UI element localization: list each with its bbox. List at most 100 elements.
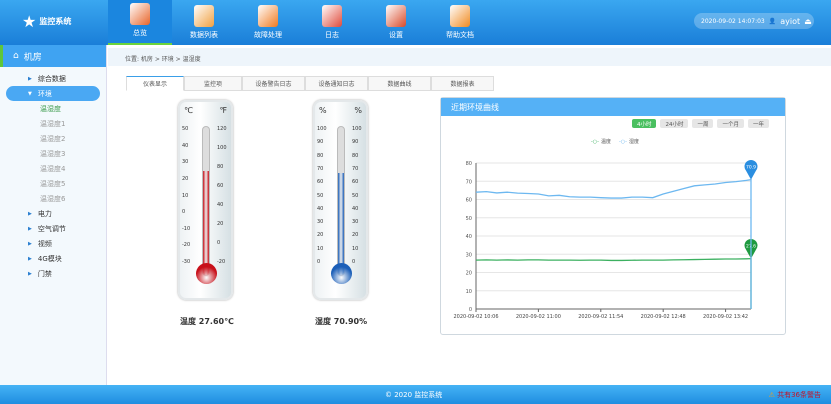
scale-label: 60 bbox=[317, 179, 324, 186]
sidebar-item-5[interactable]: ▶ 4G模块 bbox=[0, 251, 106, 266]
mark-point-pin bbox=[744, 159, 758, 180]
nav-item-5[interactable]: 帮助文档 bbox=[428, 0, 492, 45]
sidebar-subitem-0[interactable]: 温湿度 bbox=[40, 104, 61, 113]
legend-item-1[interactable]: -○- 湿度 bbox=[619, 138, 639, 146]
legend-marker-icon: -○- bbox=[619, 138, 627, 145]
y-tick-label: 50 bbox=[466, 216, 472, 222]
bar-chart-icon bbox=[130, 3, 150, 25]
nav-label: 设置 bbox=[389, 31, 403, 39]
scale-label: 60 bbox=[352, 179, 359, 186]
caret-right-icon: ▶ bbox=[28, 240, 32, 247]
sidebar-subitem-1[interactable]: 温湿度1 bbox=[40, 119, 66, 128]
nav-item-4[interactable]: 设置 bbox=[364, 0, 428, 45]
nav-item-1[interactable]: 数据列表 bbox=[172, 0, 236, 45]
range-button-3[interactable]: 一个月 bbox=[717, 119, 744, 128]
scale-label: 30 bbox=[352, 219, 359, 226]
tab-2[interactable]: 设备警告日志 bbox=[242, 76, 305, 91]
sidebar-subitem-4[interactable]: 温湿度4 bbox=[40, 164, 66, 173]
top-header: ★ 监控系统 总览 数据列表 故障处理 日志 设置 帮助文档 2020-09-02 14:0… bbox=[0, 0, 831, 45]
sidebar-item-1[interactable]: ▼ 环境 bbox=[6, 86, 100, 101]
scale-label: -20 bbox=[182, 242, 191, 249]
thermometer-bulb bbox=[196, 263, 217, 284]
nav-item-3[interactable]: 日志 bbox=[300, 0, 364, 45]
caret-right-icon: ▶ bbox=[28, 75, 32, 82]
scale-label: 0 bbox=[182, 209, 186, 216]
legend-item-0[interactable]: -○- 温度 bbox=[591, 138, 611, 146]
tab-1[interactable]: 监控项 bbox=[184, 76, 242, 91]
scale-label: 50 bbox=[317, 192, 324, 199]
sidebar-subitem-5[interactable]: 温湿度5 bbox=[40, 179, 66, 188]
scale-label: 70 bbox=[352, 165, 359, 172]
scale-label: 90 bbox=[317, 139, 324, 146]
sidebar-item-4[interactable]: ▶ 视频 bbox=[0, 236, 106, 251]
warning-icon: ⚠ bbox=[768, 391, 775, 399]
caret-right-icon: ▶ bbox=[28, 225, 32, 232]
sidebar-item-label: 视频 bbox=[37, 239, 52, 248]
x-tick-label: 2020-09-02 10:06 bbox=[453, 314, 498, 320]
scale-label: 40 bbox=[217, 202, 224, 208]
logout-icon[interactable]: ⏏ bbox=[804, 16, 812, 26]
scale-label: 20 bbox=[317, 232, 324, 239]
nav-item-2[interactable]: 故障处理 bbox=[236, 0, 300, 45]
scale-label: 70 bbox=[317, 165, 324, 172]
y-tick-label: 80 bbox=[466, 161, 472, 167]
range-button-1[interactable]: 24小时 bbox=[660, 119, 689, 128]
copyright: © 2020 监控系统 bbox=[385, 391, 443, 399]
scale-label: -20 bbox=[217, 259, 226, 265]
sidebar-subitem-6[interactable]: 温湿度6 bbox=[40, 194, 66, 203]
sidebar-item-6[interactable]: ▶ 门禁 bbox=[0, 266, 106, 281]
sidebar-item-label: 4G模块 bbox=[37, 254, 62, 263]
y-tick-label: 20 bbox=[466, 271, 472, 277]
caret-right-icon: ▶ bbox=[28, 255, 32, 262]
y-tick-label: 0 bbox=[469, 307, 472, 313]
nav-label: 帮助文档 bbox=[446, 31, 474, 39]
sidebar-root[interactable]: ⌂ 机房 bbox=[0, 45, 106, 67]
tab-4[interactable]: 数据曲线 bbox=[368, 76, 431, 91]
nav-item-0[interactable]: 总览 bbox=[108, 0, 172, 45]
right-unit: % bbox=[354, 106, 362, 115]
scale-label: 90 bbox=[352, 139, 359, 146]
tab-5[interactable]: 数据报表 bbox=[431, 76, 494, 91]
scale-label: 40 bbox=[182, 142, 189, 149]
range-button-2[interactable]: 一周 bbox=[692, 119, 714, 128]
sidebar-item-0[interactable]: ▶ 综合数据 bbox=[0, 71, 106, 86]
app-logo[interactable]: ★ 监控系统 bbox=[22, 12, 71, 31]
range-button-4[interactable]: 一年 bbox=[747, 119, 769, 128]
legend-label: 湿度 bbox=[628, 139, 639, 145]
scale-label: 60 bbox=[217, 183, 224, 189]
legend-marker-icon: -○- bbox=[591, 138, 599, 145]
username[interactable]: ayiot bbox=[780, 16, 801, 26]
mark-point-label: 70.9 bbox=[746, 165, 756, 171]
y-tick-label: 40 bbox=[466, 234, 472, 240]
chart-panel-title: 近期环境曲线 bbox=[441, 98, 785, 116]
range-button-0[interactable]: 4小时 bbox=[631, 119, 657, 128]
line-chart: 0 10 20 30 40 50 60 70 80 2020-09-02 10:06 2020-09… bbox=[453, 159, 758, 320]
x-tick-label: 2020-09-02 13:42 bbox=[703, 314, 748, 320]
sidebar-subitem-2[interactable]: 温湿度2 bbox=[40, 134, 66, 143]
main-nav: 总览 数据列表 故障处理 日志 设置 帮助文档 bbox=[108, 0, 492, 45]
sidebar-item-label: 综合数据 bbox=[37, 74, 66, 83]
sidebar-item-3[interactable]: ▶ 空气调节 bbox=[0, 221, 106, 236]
sidebar-subitem-3[interactable]: 温湿度3 bbox=[40, 149, 66, 158]
series-line-0 bbox=[475, 257, 752, 309]
range-selector: 4小时 24小时 一周 一个月 一年 bbox=[631, 119, 769, 128]
scale-label: 20 bbox=[182, 175, 189, 182]
chart-legend: -○- 温度 -○- 湿度 bbox=[591, 138, 639, 146]
y-tick-label: 30 bbox=[466, 252, 472, 258]
x-tick-label: 2020-09-02 11:00 bbox=[516, 314, 561, 320]
warning-count[interactable]: ⚠ 共有36条警告 bbox=[769, 390, 821, 400]
tab-0[interactable]: 仪表显示 bbox=[126, 76, 184, 91]
scale-label: 0 bbox=[217, 240, 221, 246]
sidebar-item-2[interactable]: ▶ 电力 bbox=[0, 206, 106, 221]
scale-label: 10 bbox=[182, 192, 189, 199]
gear-icon bbox=[386, 5, 406, 27]
scale-label: 30 bbox=[317, 219, 324, 226]
app-title: 监控系统 bbox=[39, 17, 72, 26]
sidebar-item-label: 空气调节 bbox=[37, 224, 66, 233]
tab-3[interactable]: 设备通知日志 bbox=[305, 76, 368, 91]
scale-label: 50 bbox=[182, 126, 189, 132]
scale-label: 100 bbox=[217, 145, 227, 151]
caret-down-icon: ▼ bbox=[28, 90, 32, 97]
scale-label: 100 bbox=[317, 126, 327, 132]
scale-label: 80 bbox=[317, 152, 324, 159]
